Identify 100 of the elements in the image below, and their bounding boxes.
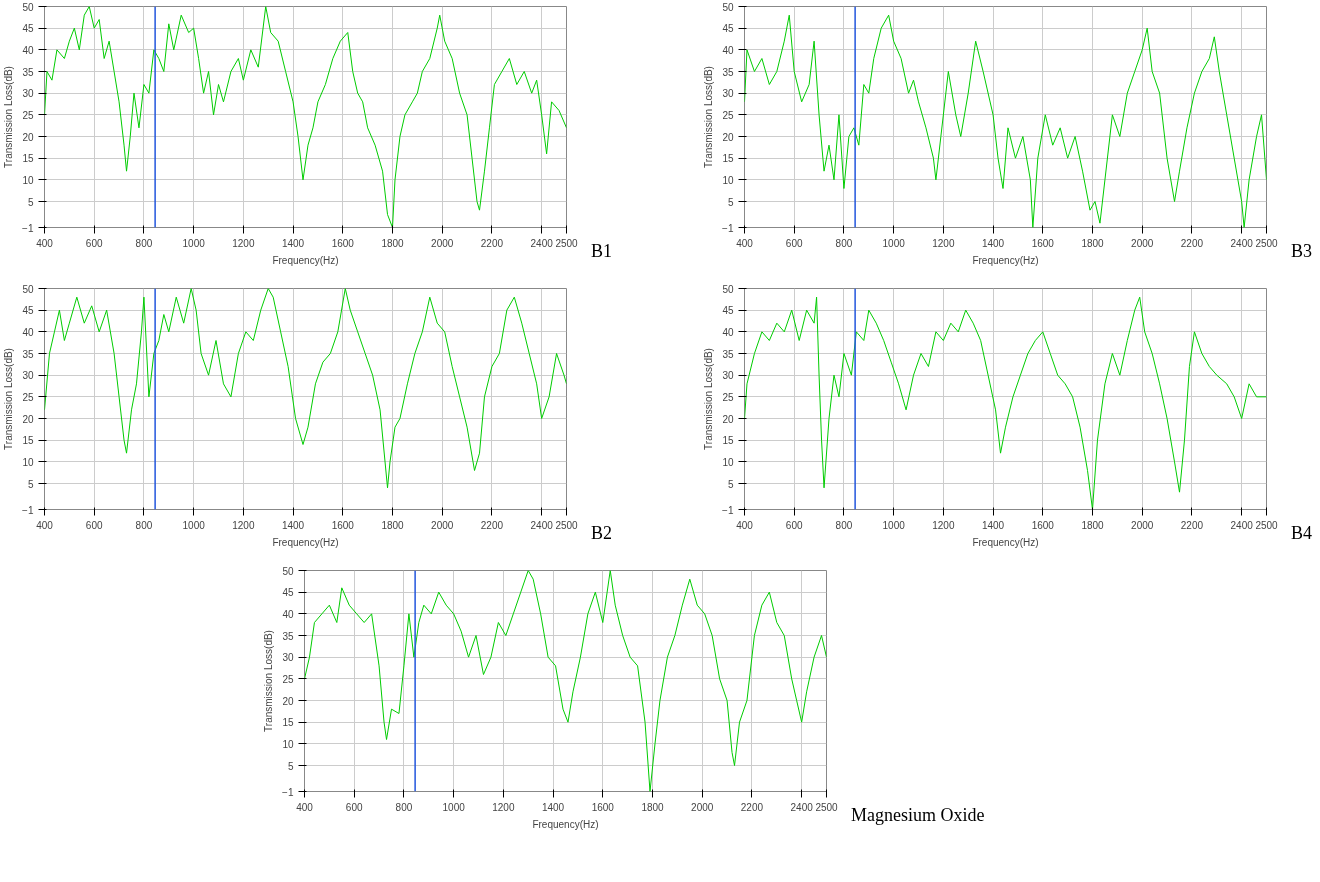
y-tick-label: 50 [722, 1, 734, 13]
y-tick-label: 30 [722, 88, 734, 100]
x-tick-label: 2400 [1230, 237, 1254, 249]
y-axis-title: Transmission Loss(dB) [3, 66, 15, 168]
x-tick-label: 400 [736, 519, 754, 531]
y-tick-label: 25 [722, 391, 734, 403]
text: B2 [591, 522, 613, 545]
x-tick-label: 2500 [815, 801, 839, 813]
y-tick-label: 15 [282, 717, 294, 729]
x-tick-label: 2000 [691, 801, 714, 813]
x-tick-label: 1200 [232, 519, 255, 531]
x-tick-label: 800 [835, 237, 853, 249]
x-tick-label: 1600 [331, 237, 355, 249]
y-tick-label: 20 [722, 131, 734, 143]
y-tick-label: −1 [22, 222, 34, 234]
x-tick-label: 1200 [932, 519, 955, 531]
x-tick-label: 2400 [530, 519, 554, 531]
x-tick-label: 800 [835, 519, 853, 531]
x-tick-label: 600 [785, 519, 803, 531]
y-tick-label: 25 [22, 391, 34, 403]
x-tick-label: 600 [85, 519, 103, 531]
x-tick-label: 800 [135, 519, 153, 531]
x-tick-label: 1800 [1081, 237, 1105, 249]
y-axis-title: Transmission Loss(dB) [263, 630, 275, 732]
y-tick-label: 5 [27, 196, 34, 208]
y-tick-label: 50 [22, 283, 34, 295]
x-tick-label: 1800 [1081, 519, 1105, 531]
y-tick-label: 5 [287, 760, 294, 772]
x-tick-label: 1200 [932, 237, 955, 249]
y-tick-label: 35 [22, 348, 34, 360]
x-tick-label: 1000 [882, 237, 906, 249]
y-axis-title: Transmission Loss(dB) [703, 66, 715, 168]
y-tick-label: 15 [22, 153, 34, 165]
y-tick-label: 45 [22, 23, 34, 35]
y-tick-label: −1 [722, 504, 734, 516]
y-tick-label: 5 [27, 478, 34, 490]
x-tick-label: 2500 [1255, 237, 1279, 249]
x-tick-label: 1000 [182, 237, 206, 249]
y-tick-label: 10 [722, 174, 734, 186]
x-tick-label: 400 [296, 801, 314, 813]
y-tick-label: 45 [722, 305, 734, 317]
y-tick-label: 20 [22, 131, 34, 143]
y-tick-label: 25 [722, 109, 734, 121]
text: B4 [1291, 522, 1313, 545]
x-tick-label: 1400 [281, 237, 305, 249]
x-tick-label: 1400 [981, 237, 1005, 249]
y-tick-label: −1 [282, 786, 294, 798]
text: B3 [1291, 240, 1313, 263]
x-tick-label: 2500 [1255, 519, 1279, 531]
x-tick-label: 2500 [555, 519, 579, 531]
x-tick-label: 2400 [1230, 519, 1254, 531]
y-tick-label: 30 [22, 370, 34, 382]
y-tick-label: 10 [282, 738, 294, 750]
y-tick-label: 50 [282, 565, 294, 577]
y-tick-label: 35 [22, 66, 34, 78]
y-tick-label: 40 [282, 608, 294, 620]
y-tick-label: 5 [727, 478, 734, 490]
y-tick-label: 20 [22, 413, 34, 425]
y-tick-label: 40 [722, 44, 734, 56]
x-tick-label: 2000 [1131, 519, 1154, 531]
x-tick-label: 2400 [790, 801, 814, 813]
x-tick-label: 2200 [480, 237, 504, 249]
y-tick-label: 10 [722, 456, 734, 468]
x-tick-label: 1600 [331, 519, 355, 531]
y-tick-label: 40 [722, 326, 734, 338]
x-tick-label: 1400 [541, 801, 565, 813]
x-tick-label: 2400 [530, 237, 554, 249]
y-tick-label: 15 [722, 435, 734, 447]
y-axis-title: Transmission Loss(dB) [703, 348, 715, 450]
x-tick-label: 400 [736, 237, 754, 249]
x-tick-label: 600 [345, 801, 363, 813]
y-tick-label: 35 [282, 630, 294, 642]
x-tick-label: 600 [785, 237, 803, 249]
x-tick-label: 1600 [1031, 237, 1055, 249]
y-tick-label: 50 [22, 1, 34, 13]
y-tick-label: 40 [22, 326, 34, 338]
y-tick-label: 50 [722, 283, 734, 295]
x-axis-title: Frequency(Hz) [272, 254, 339, 266]
x-tick-label: 2000 [431, 519, 454, 531]
y-axis-title: Transmission Loss(dB) [3, 348, 15, 450]
y-tick-label: 10 [22, 174, 34, 186]
x-tick-label: 1800 [381, 237, 405, 249]
text: Magnesium Oxide [851, 804, 985, 827]
x-tick-label: 600 [85, 237, 103, 249]
line-series [744, 296, 1267, 510]
line-series [44, 288, 567, 489]
x-tick-label: 800 [395, 801, 413, 813]
x-axis-title: Frequency(Hz) [532, 818, 599, 830]
y-tick-label: 40 [22, 44, 34, 56]
x-tick-label: 2200 [480, 519, 504, 531]
x-tick-label: 1600 [591, 801, 615, 813]
y-tick-label: 45 [722, 23, 734, 35]
y-tick-label: 30 [22, 88, 34, 100]
x-tick-label: 1000 [182, 519, 206, 531]
x-tick-label: 1400 [981, 519, 1005, 531]
x-tick-label: 1000 [442, 801, 466, 813]
y-tick-label: 30 [722, 370, 734, 382]
x-tick-label: 1400 [281, 519, 305, 531]
y-tick-label: −1 [22, 504, 34, 516]
y-tick-label: 45 [22, 305, 34, 317]
